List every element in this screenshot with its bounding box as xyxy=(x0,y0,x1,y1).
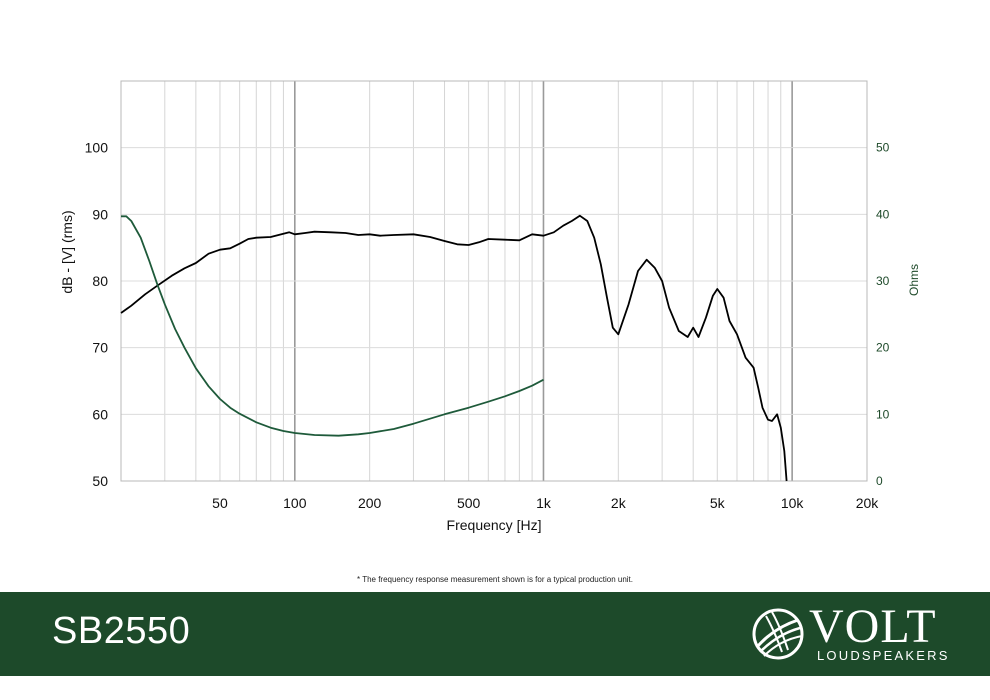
footer-bar: SB2550 VOLT LOUDSPEAKERS xyxy=(0,592,990,676)
brand-subtitle: LOUDSPEAKERS xyxy=(817,648,950,663)
x-axis-label: Frequency [Hz] xyxy=(447,517,542,533)
x-tick-label: 100 xyxy=(283,495,307,511)
x-tick-label: 10k xyxy=(781,495,805,511)
x-axis-ticks: 50 100 200 500 1k 2k 5k 10k 20k xyxy=(212,495,879,511)
x-tick-label: 500 xyxy=(457,495,481,511)
footnote: * The frequency response measurement sho… xyxy=(357,575,633,584)
plot-frame xyxy=(120,80,868,482)
x-tick-label: 2k xyxy=(611,495,627,511)
y2-tick-label: 50 xyxy=(876,141,890,155)
x-tick-label: 200 xyxy=(358,495,382,511)
y-tick-label: 60 xyxy=(92,406,108,422)
x-tick-label: 50 xyxy=(212,495,228,511)
impedance-line xyxy=(121,215,544,437)
x-tick-label: 20k xyxy=(856,495,880,511)
model-name: SB2550 xyxy=(52,610,191,652)
y2-tick-label: 10 xyxy=(876,407,890,421)
y2-tick-label: 40 xyxy=(876,207,890,221)
series-group xyxy=(120,214,788,482)
frequency-response-chart: 50 100 200 500 1k 2k 5k 10k 20k 50 60 70 80 90 100 0 1… xyxy=(59,80,921,533)
y2-axis-label: Ohms xyxy=(907,264,921,296)
y-axis-label: dB - [V] (rms) xyxy=(59,210,75,293)
x-tick-label: 5k xyxy=(710,495,726,511)
y2-tick-label: 30 xyxy=(876,274,890,288)
y-axis-ticks: 50 60 70 80 90 100 xyxy=(85,140,109,489)
x-tick-label: 1k xyxy=(536,495,552,511)
y2-axis-ticks: 0 10 20 30 40 50 xyxy=(876,141,890,488)
volt-logo-icon xyxy=(752,608,804,660)
y-tick-label: 80 xyxy=(92,273,108,289)
spl-line xyxy=(120,214,788,482)
y2-tick-label: 0 xyxy=(876,474,883,488)
y-tick-label: 50 xyxy=(92,473,108,489)
brand-name: VOLT xyxy=(809,600,937,653)
brand-logo: VOLT LOUDSPEAKERS xyxy=(752,600,952,666)
y-tick-label: 100 xyxy=(85,140,109,156)
y-tick-label: 90 xyxy=(92,206,108,222)
grid xyxy=(121,81,867,481)
y-tick-label: 70 xyxy=(92,340,108,356)
y2-tick-label: 20 xyxy=(876,341,890,355)
